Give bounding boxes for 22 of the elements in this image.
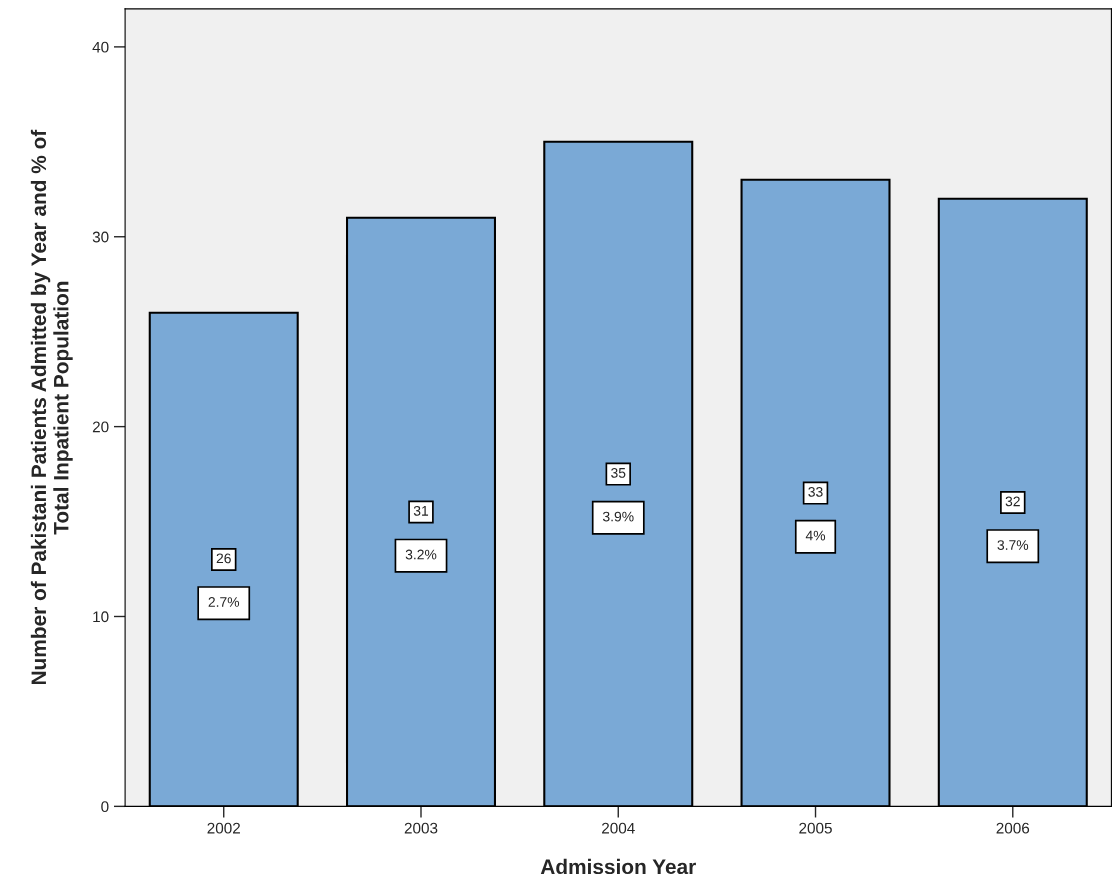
annotation: 4% (805, 530, 826, 541)
data-label: 26 (216, 553, 231, 564)
data-label: 35 (611, 467, 626, 478)
data-label: 31 (413, 505, 429, 516)
annotation: 2.7% (208, 597, 240, 607)
x-tick-label: 2004 (602, 822, 635, 834)
x-axis-title: Admission Year (540, 858, 696, 875)
x-tick-label: 2003 (404, 822, 438, 834)
y-tick-label: 0 (101, 801, 109, 813)
y-axis-title: Number of Pakistani Patients Admitted by Year and % of Total Inpatient Population (30, 129, 73, 685)
y-tick-label: 40 (92, 41, 109, 53)
data-label: 32 (1005, 496, 1020, 507)
y-tick-label: 30 (92, 231, 109, 243)
annotation: 3.9% (602, 511, 634, 522)
annotation: 3.7% (997, 540, 1029, 550)
y-tick-label: 10 (93, 611, 109, 623)
data-label: 33 (808, 486, 823, 497)
y-tick-label: 20 (92, 421, 109, 433)
annotation: 3.2% (405, 549, 437, 560)
x-tick-label: 2002 (207, 822, 240, 834)
x-tick-label: 2006 (996, 822, 1030, 834)
x-tick-label: 2005 (799, 822, 832, 834)
